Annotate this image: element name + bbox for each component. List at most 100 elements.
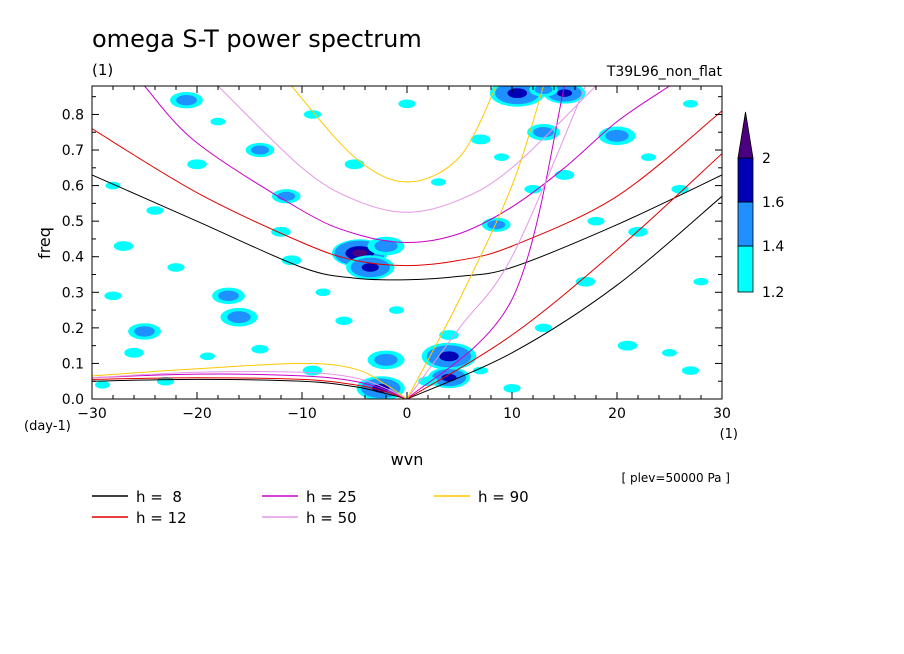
curve-kelvin — [406, 153, 722, 399]
power-patch — [346, 255, 395, 280]
power-level-1 — [494, 153, 509, 161]
curve-kelvin — [406, 86, 586, 399]
chart-title: omega S-T power spectrum — [92, 25, 422, 53]
power-patch — [662, 348, 677, 357]
power-patch — [598, 126, 636, 146]
power-level-1 — [200, 352, 215, 361]
curve-inertia-gravity-n1 — [92, 110, 722, 267]
power-level-1 — [105, 181, 121, 190]
power-patch — [124, 347, 144, 358]
power-patch — [494, 153, 509, 161]
power-level-1 — [554, 170, 575, 180]
power-patch — [302, 365, 323, 376]
power-patch — [156, 376, 175, 386]
curve-kelvin — [406, 195, 722, 399]
power-level-4 — [352, 249, 368, 257]
power-level-1 — [641, 153, 656, 161]
y-tick-label: 0.2 — [62, 321, 84, 337]
power-level-1 — [431, 178, 446, 186]
power-level-2 — [374, 240, 398, 252]
chart-subtitle: (1) — [92, 61, 113, 79]
power-level-1 — [210, 117, 226, 126]
curve-inertia-gravity-n1 — [217, 86, 597, 213]
x-tick-label: 0 — [403, 406, 412, 422]
legend-item: h = 12 — [92, 509, 187, 527]
power-level-3 — [507, 88, 528, 99]
power-patch — [671, 184, 689, 194]
x-tick-label: 20 — [608, 406, 626, 422]
power-patch — [431, 178, 446, 186]
legend-label: h = 25 — [306, 488, 357, 506]
y-axis-label: freq — [35, 227, 54, 259]
power-level-2 — [374, 353, 398, 366]
legend-label: h = 8 — [136, 488, 182, 506]
curve-inertia-gravity-n1 — [144, 86, 670, 244]
power-level-3 — [361, 263, 379, 272]
power-patch — [481, 217, 511, 232]
power-patch — [251, 344, 269, 354]
power-patch — [473, 366, 488, 375]
power-level-1 — [315, 288, 331, 297]
plot-area: −30 −20 −10 0 10 20 30 0.0 0.1 0.2 0.3 0.4 0.5 0.6 0.7… — [62, 85, 731, 422]
power-level-1 — [167, 263, 185, 272]
power-patch — [146, 206, 164, 215]
power-patch — [681, 366, 700, 375]
power-level-1 — [617, 340, 638, 351]
legend-label: h = 90 — [478, 488, 529, 506]
power-patch — [95, 380, 110, 389]
power-level-1 — [187, 159, 207, 170]
colorbar-label: 1.4 — [762, 239, 784, 255]
power-level-1 — [302, 365, 323, 376]
curve-rossby-n1 — [92, 371, 408, 399]
power-level-1 — [156, 376, 175, 386]
power-level-1 — [335, 316, 353, 326]
x-tick-label: −10 — [287, 406, 317, 422]
axis-ticks: −30 −20 −10 0 10 20 30 0.0 0.1 0.2 0.3 0.4 0.5 0.6 0.7… — [62, 86, 731, 422]
power-level-1 — [146, 206, 164, 215]
power-patch — [105, 181, 121, 190]
x-tick-label: 30 — [713, 406, 731, 422]
power-level-2 — [227, 311, 251, 324]
colorbar-label: 1.6 — [762, 195, 784, 211]
legend-item: h = 50 — [262, 509, 357, 527]
power-patch — [554, 170, 575, 180]
power-level-2 — [533, 127, 554, 138]
power-patch — [683, 99, 698, 108]
power-level-1 — [439, 330, 459, 340]
power-level-1 — [271, 226, 291, 237]
power-level-1 — [470, 134, 491, 145]
power-patch — [587, 216, 605, 226]
power-patch — [617, 340, 638, 351]
power-level-1 — [693, 277, 709, 286]
power-level-2 — [176, 95, 197, 106]
legend: h = 8 h = 12 h = 25 h = 50 h = 90 — [92, 488, 529, 527]
power-level-1 — [575, 276, 596, 287]
power-patch — [245, 142, 275, 158]
power-level-1 — [473, 366, 488, 375]
power-patch — [210, 117, 226, 126]
colorbar: 1.2 1.6 1.4 2 — [737, 111, 784, 301]
power-level-1 — [671, 184, 689, 194]
y-axis-unit: (day-1) — [24, 419, 71, 434]
power-patch — [641, 153, 656, 161]
power-patch — [524, 184, 542, 194]
power-level-1 — [124, 347, 144, 358]
power-patch — [170, 92, 203, 109]
power-patch — [439, 330, 459, 340]
colorbar-swatch — [737, 245, 754, 293]
curve-rossby-n1 — [92, 362, 408, 399]
power-level-1 — [662, 348, 677, 357]
power-level-1 — [534, 323, 553, 333]
curve-kelvin — [406, 86, 544, 399]
power-level-1 — [524, 184, 542, 194]
legend-item: h = 90 — [434, 488, 529, 506]
power-level-2 — [251, 145, 269, 155]
y-tick-label: 0.4 — [62, 250, 84, 266]
power-level-1 — [587, 216, 605, 226]
power-patch — [470, 134, 491, 145]
power-patch — [527, 124, 560, 141]
legend-label: h = 50 — [306, 509, 357, 527]
power-level-1 — [628, 226, 648, 237]
power-level-2 — [277, 191, 296, 201]
